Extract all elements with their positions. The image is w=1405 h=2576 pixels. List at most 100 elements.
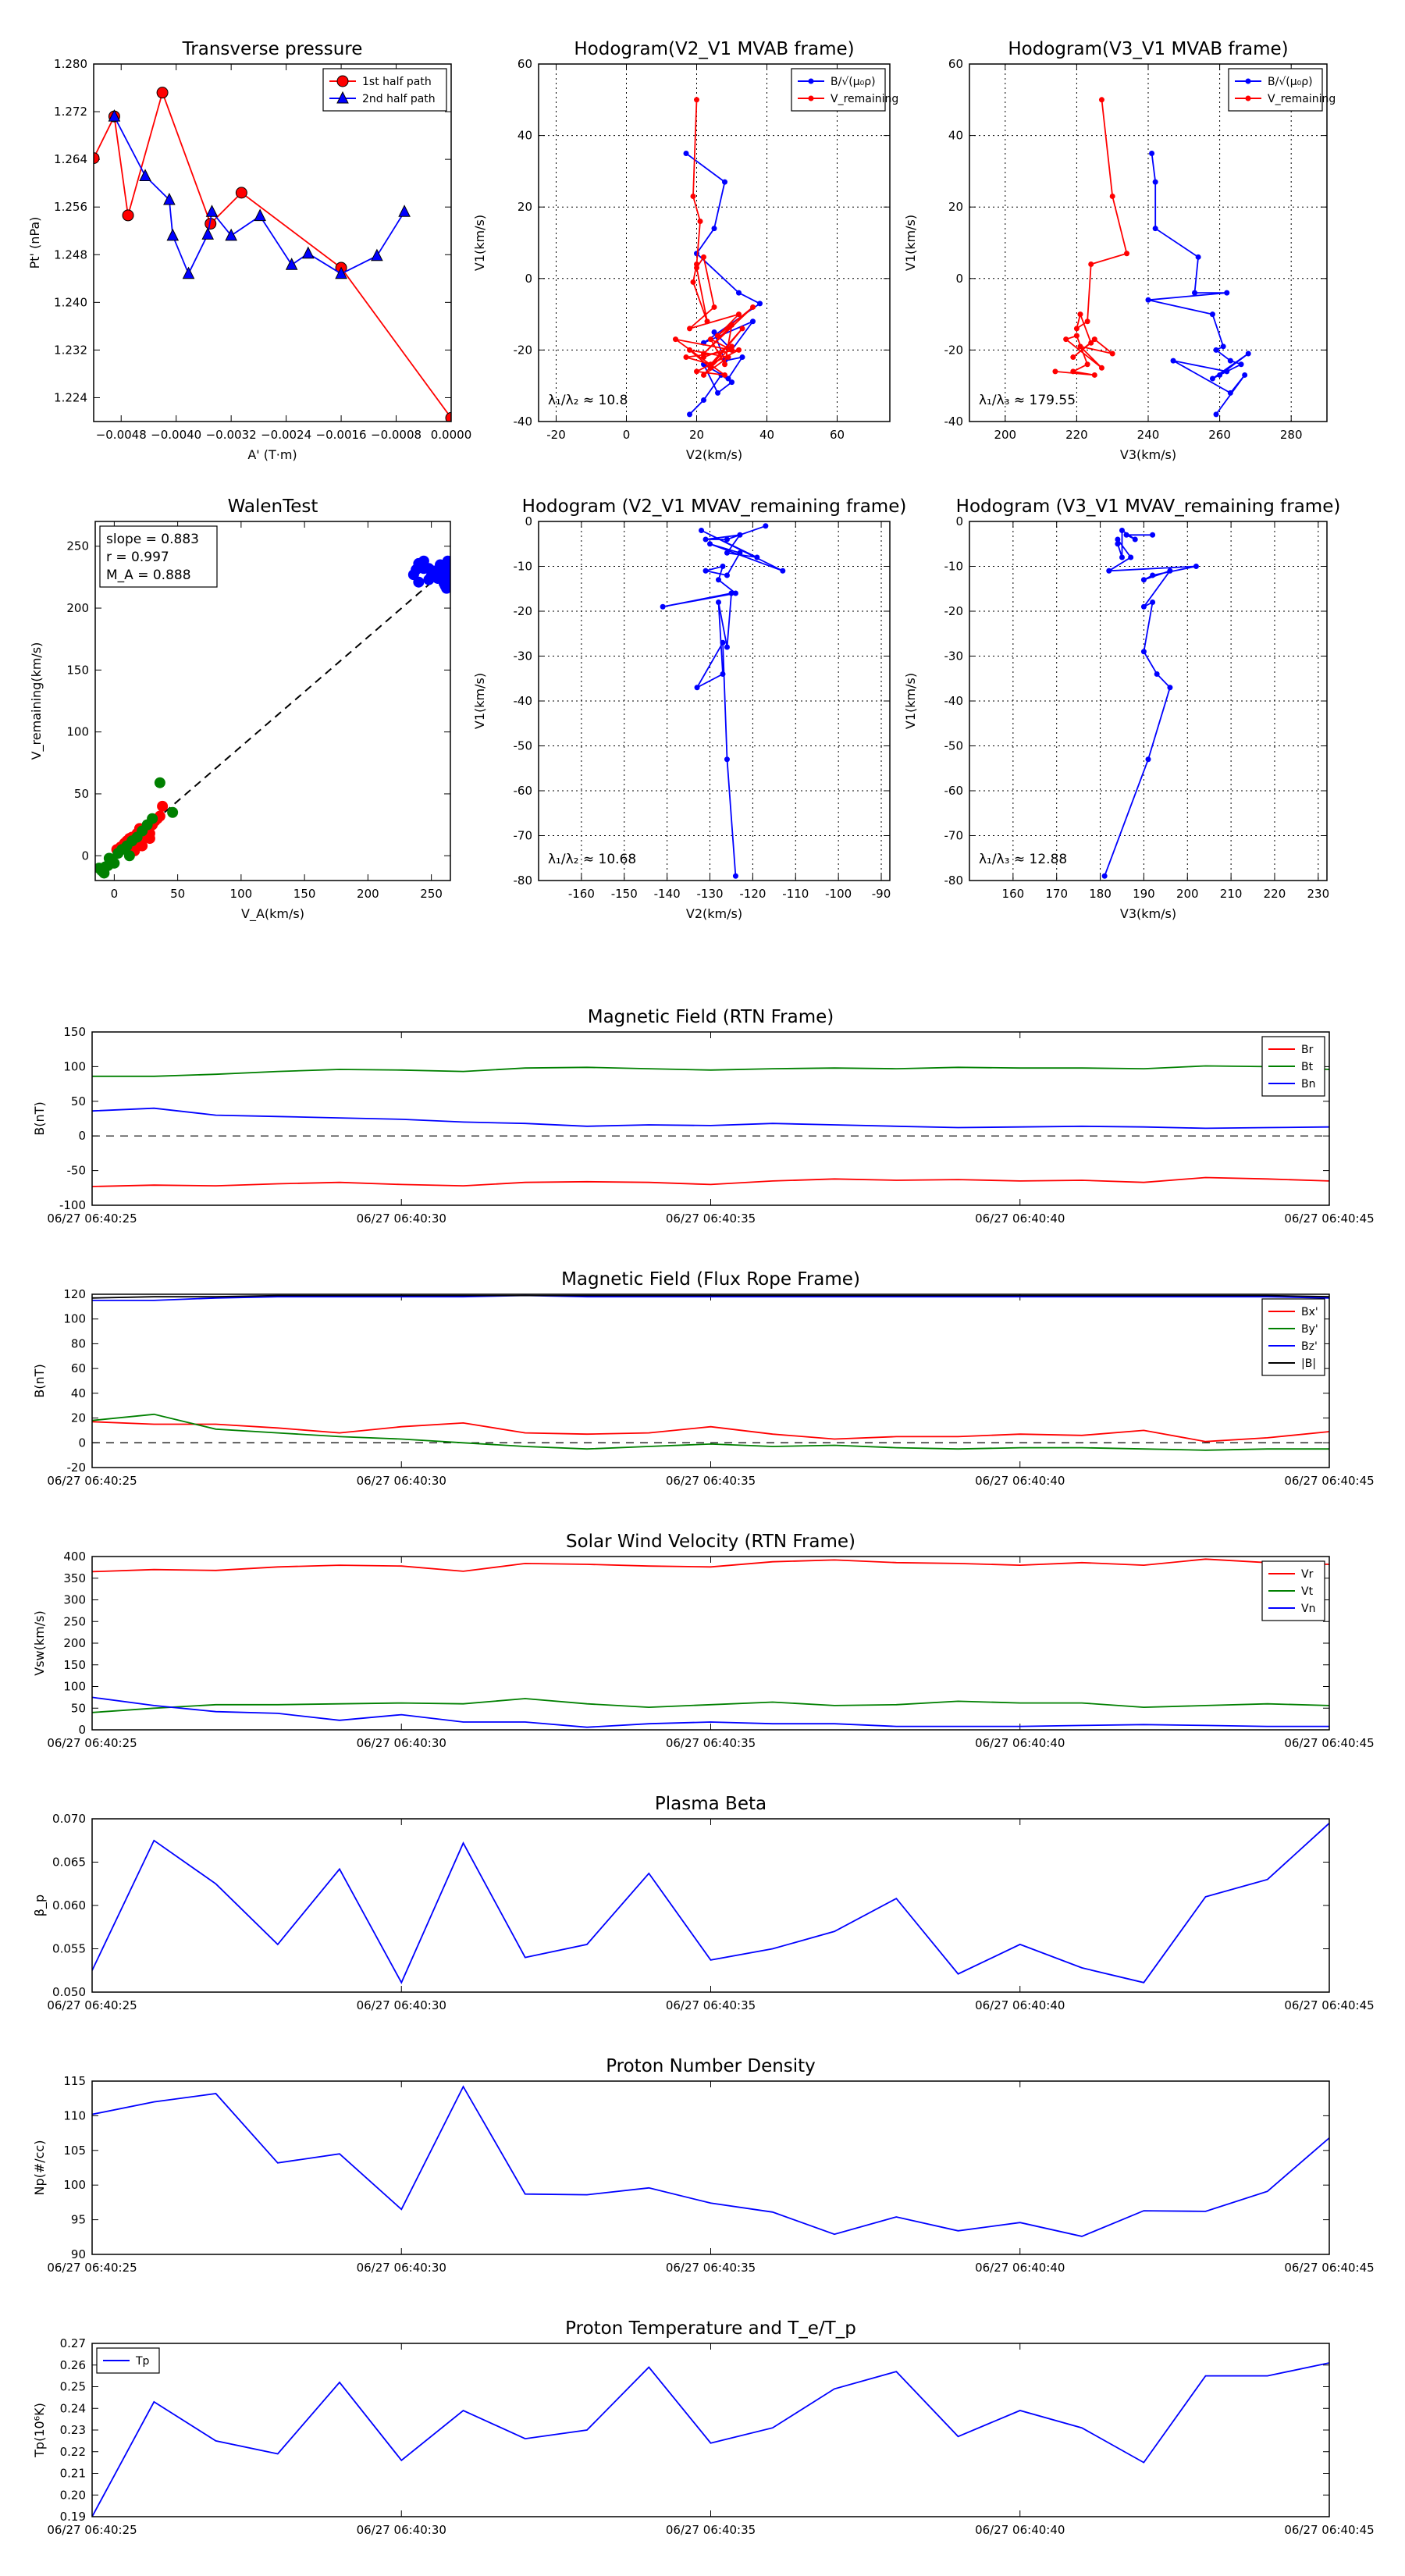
series-B/√(μ₀ρ) — [1145, 151, 1251, 418]
legend-label: Vn — [1301, 1603, 1315, 1615]
x-axis-label: V2(km/s) — [686, 447, 742, 462]
y-tick-label: 200 — [66, 601, 89, 615]
data-point — [1152, 179, 1158, 185]
stats-text: slope = 0.883 — [106, 532, 199, 547]
y-tick-label: -80 — [944, 873, 964, 888]
plot-frame — [91, 2343, 1330, 2517]
data-point — [1073, 333, 1080, 339]
data-point — [763, 523, 769, 529]
data-point — [660, 603, 666, 610]
series-line — [662, 525, 784, 877]
series-line — [92, 1421, 1329, 1443]
x-tick-label: 06/27 06:40:40 — [975, 1998, 1065, 2012]
x-tick-label: 06/27 06:40:35 — [666, 1998, 756, 2012]
legend: Bx' By' Bz' |B| — [1261, 1298, 1325, 1376]
data-point — [254, 208, 266, 222]
plot-frame — [91, 1818, 1330, 1993]
y-tick-label: 80 — [71, 1336, 86, 1350]
y-axis-label: V1(km/s) — [472, 215, 487, 271]
chart-np: 06/27 06:40:25 06/27 06:40:30 06/27 06:40:… — [32, 2056, 1375, 2275]
x-tick-label: 06/27 06:40:45 — [1284, 1474, 1374, 1488]
data-point — [724, 644, 730, 650]
chart-title: Plasma Beta — [655, 1794, 767, 1814]
y-tick-label: 0 — [78, 1129, 86, 1143]
plot-frame — [91, 2080, 1330, 2255]
data-point — [729, 379, 735, 386]
data-point — [1217, 372, 1223, 378]
chart-title: Magnetic Field (RTN Frame) — [588, 1007, 834, 1027]
y-tick-label: 0.26 — [60, 2358, 86, 2372]
x-tick-label: 06/27 06:40:40 — [975, 1736, 1065, 1750]
series-V_remaining — [673, 97, 756, 378]
x-tick-label: 06/27 06:40:25 — [47, 1212, 137, 1226]
data-point — [157, 800, 169, 812]
legend-label: V_remaining — [1268, 93, 1336, 105]
data-point — [1052, 368, 1058, 375]
y-tick-label: 150 — [63, 1025, 86, 1039]
data-point — [701, 354, 706, 361]
x-tick-label: 06/27 06:40:40 — [975, 1212, 1065, 1226]
y-tick-label: 0.19 — [60, 2510, 86, 2524]
y-tick-label: -30 — [514, 649, 533, 664]
data-point — [163, 192, 176, 205]
x-tick-label: 06/27 06:40:30 — [357, 1736, 446, 1750]
data-point — [1167, 685, 1173, 691]
data-point — [235, 187, 247, 199]
x-tick-label: -110 — [782, 887, 809, 901]
data-point — [780, 568, 786, 574]
x-tick-label: 250 — [420, 887, 443, 901]
series-line — [92, 1696, 1329, 1728]
y-axis-label: V1(km/s) — [472, 673, 487, 729]
data-point — [1170, 358, 1176, 364]
data-point — [1245, 350, 1251, 357]
y-tick-label: -20 — [514, 343, 533, 357]
y-tick-label: 0.055 — [52, 1942, 86, 1956]
data-point — [1128, 554, 1134, 560]
legend-label: 2nd half path — [362, 93, 436, 105]
data-point — [1119, 528, 1125, 533]
fit-line — [113, 565, 450, 857]
data-point — [103, 852, 115, 864]
y-tick-label: 0.065 — [52, 1856, 86, 1870]
x-tick-label: -90 — [872, 887, 891, 901]
x-tick-label: 06/27 06:40:35 — [666, 2261, 756, 2275]
x-tick-label: 06/27 06:40:35 — [666, 2523, 756, 2537]
legend-label: |B| — [1301, 1357, 1316, 1370]
x-tick-label: 06/27 06:40:25 — [47, 2261, 137, 2275]
data-point — [1063, 336, 1069, 343]
series-line — [1104, 528, 1197, 877]
data-point — [754, 554, 760, 560]
x-tick-label: −0.0016 — [316, 428, 367, 442]
x-tick-label: 06/27 06:40:40 — [975, 2523, 1065, 2537]
stats-text: M_A = 0.888 — [106, 568, 191, 583]
legend-box — [1228, 68, 1323, 112]
x-tick-label: 150 — [293, 887, 316, 901]
data-point — [737, 550, 743, 556]
y-tick-label: -50 — [67, 1164, 87, 1178]
y-tick-label: 0 — [955, 514, 963, 528]
y-tick-label: 0.050 — [52, 1985, 86, 1999]
data-point — [1073, 326, 1080, 332]
y-tick-label: 0 — [78, 1723, 86, 1737]
plot-frame — [91, 1031, 1330, 1206]
y-tick-label: 60 — [71, 1361, 86, 1375]
data-point — [707, 541, 713, 547]
chart-walen: 0 50 100 150 200 250 0 50 100 150 200 250 WalenTest V… — [29, 496, 451, 922]
series-Br — [92, 1176, 1329, 1187]
legend: B/√(μ₀ρ) V_remaining — [1228, 68, 1336, 112]
x-tick-label: −0.0040 — [151, 428, 201, 442]
data-point — [724, 756, 730, 763]
x-tick-label: 20 — [689, 428, 704, 442]
y-tick-label: 1.280 — [54, 57, 87, 71]
legend-label: By' — [1301, 1323, 1318, 1336]
y-tick-label: 0 — [525, 514, 532, 528]
y-tick-label: 100 — [63, 1059, 86, 1073]
chart-beta: 06/27 06:40:25 06/27 06:40:30 06/27 06:40:… — [32, 1794, 1375, 2012]
y-tick-label: -40 — [944, 415, 964, 429]
data-point — [1149, 151, 1155, 156]
legend-label: Bt — [1301, 1061, 1314, 1073]
y-tick-label: 0 — [78, 1436, 86, 1450]
y-tick-label: 100 — [63, 1312, 86, 1326]
data-point — [1238, 361, 1244, 368]
series-line — [92, 1107, 1329, 1130]
